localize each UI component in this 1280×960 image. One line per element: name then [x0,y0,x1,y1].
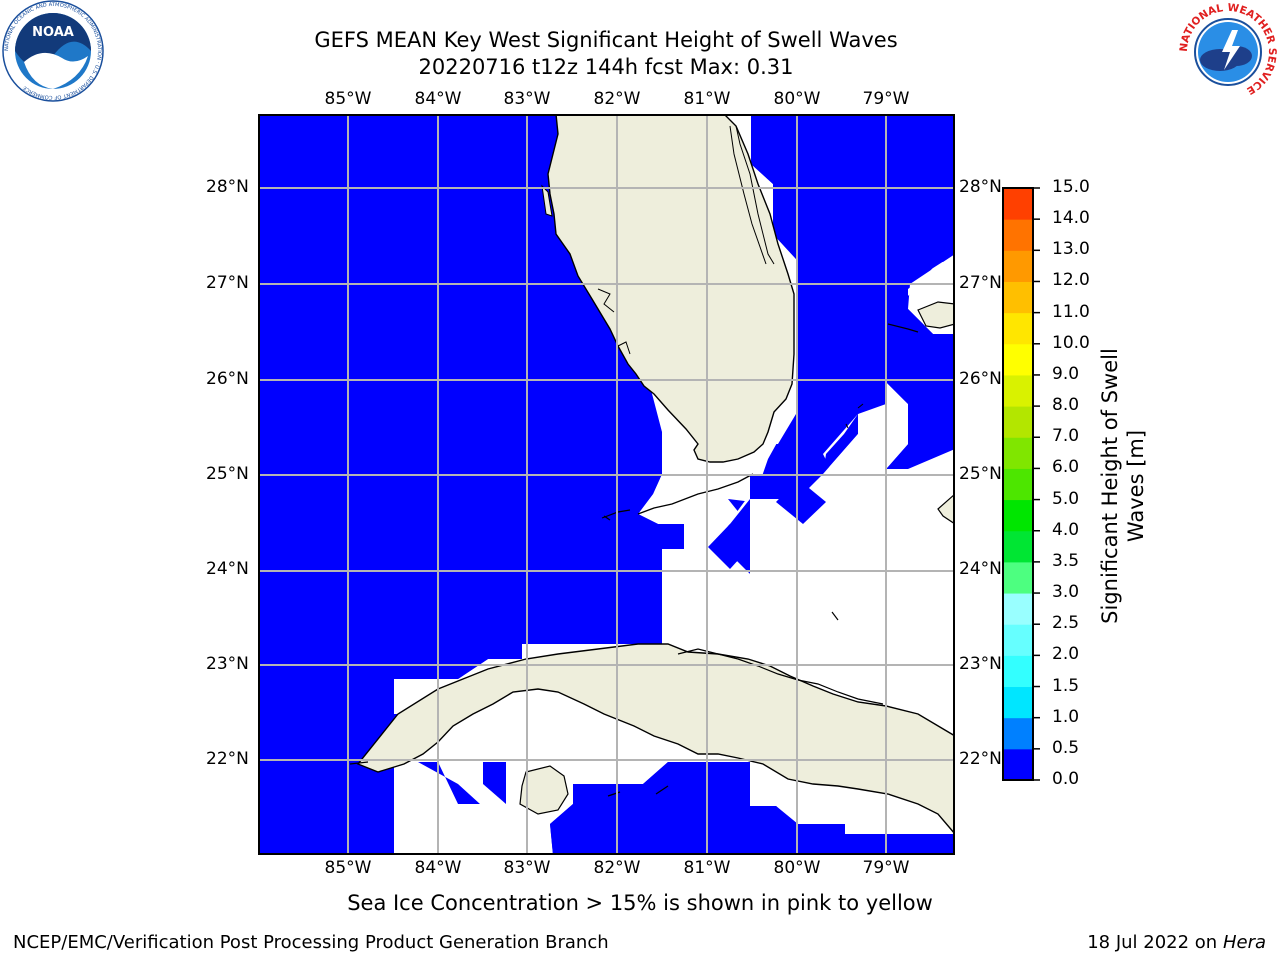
cuba-land [356,643,955,836]
colorbar-tick-label: 0.0 [1052,769,1080,789]
colorbar-segment [1003,250,1033,282]
lat-label-left: 28°N [206,177,249,197]
lon-label-bottom: 85°W [324,858,372,878]
svg-text:NOAA: NOAA [32,25,74,40]
colorbar-segment [1003,406,1033,438]
noaa-logo-icon: NOAA NATIONAL OCEANIC AND ATMOSPHERIC AD… [2,0,104,102]
colorbar-segment [1003,468,1033,501]
lat-label-left: 26°N [206,369,249,389]
colorbar-tick-label: 5.0 [1052,488,1080,509]
colorbar-tick-label: 4.0 [1052,519,1080,540]
colorbar-segment [1003,219,1033,251]
colorbar-segment [1003,437,1033,469]
colorbar-tick-label: 2.0 [1052,644,1080,665]
isla-juventud-land [519,765,569,815]
lon-label-bottom: 81°W [683,858,731,878]
lon-label-bottom: 83°W [503,858,551,878]
colorbar-segment [1003,281,1033,314]
colorbar-segment [1003,748,1033,781]
colorbar-segment [1003,655,1033,688]
swell-height-map [258,114,955,855]
lon-label-bottom: 82°W [593,858,641,878]
florida-land [547,114,795,463]
lon-label-bottom: 79°W [862,858,910,878]
colorbar-label: Significant Height of Swell Waves [m] [1097,336,1149,636]
lat-label-right: 22°N [959,749,1002,769]
footer-date: 18 Jul 2022 on Hera [1087,932,1266,953]
colorbar-tick-label: 0.5 [1052,737,1080,758]
lat-label-left: 27°N [206,273,249,293]
colorbar-segment [1003,499,1033,532]
lon-label-top: 84°W [414,89,462,109]
colorbar-frame [1002,187,1034,781]
colorbar-segment [1003,530,1033,563]
colorbar-segment [1003,624,1033,656]
lon-label-top: 83°W [503,89,551,109]
lon-label-top: 80°W [773,89,821,109]
colorbar-segment [1003,188,1033,220]
colorbar-tick-label: 11.0 [1052,301,1090,322]
colorbar-segment [1003,312,1033,345]
colorbar-tick-label: 13.0 [1052,239,1090,260]
colorbar-tick-label: 7.0 [1052,426,1080,447]
lon-label-top: 79°W [862,89,910,109]
lat-label-right: 28°N [959,177,1002,197]
lat-label-right: 24°N [959,559,1002,579]
lon-label-top: 82°W [593,89,641,109]
lon-label-top: 81°W [683,89,731,109]
lat-label-left: 23°N [206,654,249,674]
colorbar-tick-label: 10.0 [1052,332,1090,353]
colorbar-tick-label: 2.5 [1052,613,1080,634]
map-title-line1: GEFS MEAN Key West Significant Height of… [314,28,898,52]
colorbar-tick-label: 1.0 [1052,706,1080,727]
lat-label-left: 24°N [206,559,249,579]
colorbar-tick-label: 3.5 [1052,550,1080,571]
colorbar-segment [1003,717,1033,750]
map-gridlines [258,114,955,855]
nws-logo-icon: NATIONAL WEATHER SERVICE [1178,2,1278,102]
colorbar-tick-label: 3.0 [1052,582,1080,603]
colorbar-segment [1003,686,1033,719]
lat-label-right: 25°N [959,464,1002,484]
colorbar-tick-label: 6.0 [1052,457,1080,478]
colorbar-segment [1003,561,1033,594]
sea-ice-note: Sea Ice Concentration > 15% is shown in … [347,891,933,915]
lat-label-left: 22°N [206,749,249,769]
colorbar-tick-label: 14.0 [1052,208,1090,229]
footer-branch: NCEP/EMC/Verification Post Processing Pr… [13,932,609,953]
colorbar [1002,187,1040,781]
map-title-line2: 20220716 t12z 144h fcst Max: 0.31 [418,55,794,79]
colorbar-tick-label: 1.5 [1052,675,1080,696]
colorbar-tick-label: 15.0 [1052,177,1090,197]
colorbar-tick-label: 8.0 [1052,395,1080,416]
lat-label-right: 26°N [959,369,1002,389]
lat-label-right: 27°N [959,273,1002,293]
colorbar-segment [1003,374,1033,407]
lon-label-bottom: 84°W [414,858,462,878]
colorbar-tick-label: 12.0 [1052,270,1090,291]
lon-label-top: 85°W [324,89,372,109]
footer-date-text: 18 Jul 2022 on [1087,932,1223,953]
colorbar-label-line2: Waves [m] [1124,429,1148,543]
colorbar-segment [1003,343,1033,376]
colorbar-tick-label: 9.0 [1052,363,1080,384]
colorbar-segment [1003,593,1033,625]
lon-label-bottom: 80°W [773,858,821,878]
footer-machine: Hera [1222,932,1266,953]
map-frame [258,114,955,855]
colorbar-label-line1: Significant Height of Swell [1098,348,1122,624]
lat-label-left: 25°N [206,464,249,484]
lat-label-right: 23°N [959,654,1002,674]
